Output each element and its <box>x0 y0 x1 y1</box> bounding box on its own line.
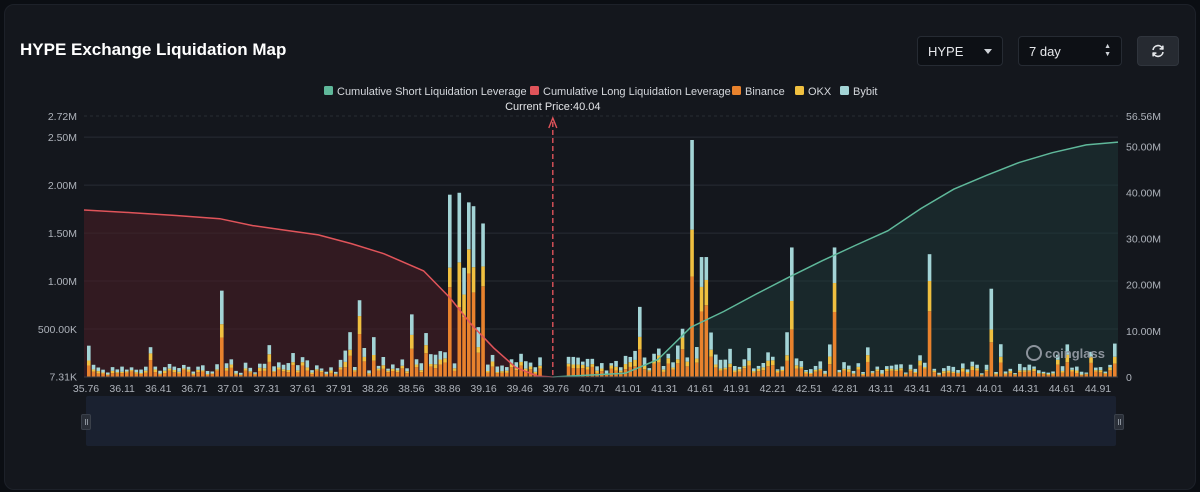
page-title: HYPE Exchange Liquidation Map <box>20 40 287 59</box>
zoom-handle-left[interactable] <box>81 414 91 430</box>
refresh-button[interactable] <box>1137 36 1179 66</box>
zoom-handle-right[interactable] <box>1114 414 1124 430</box>
up-down-chevron-icon: ▲ ▼ <box>1104 43 1111 58</box>
coin-select-value: HYPE <box>928 43 964 59</box>
range-select[interactable]: 7 day ▲ ▼ <box>1018 36 1122 66</box>
chart-panel <box>4 4 1196 490</box>
coin-select[interactable]: HYPE <box>917 36 1003 66</box>
range-select-value: 7 day <box>1029 43 1061 59</box>
refresh-icon <box>1152 44 1164 58</box>
chevron-down-icon <box>984 48 992 54</box>
